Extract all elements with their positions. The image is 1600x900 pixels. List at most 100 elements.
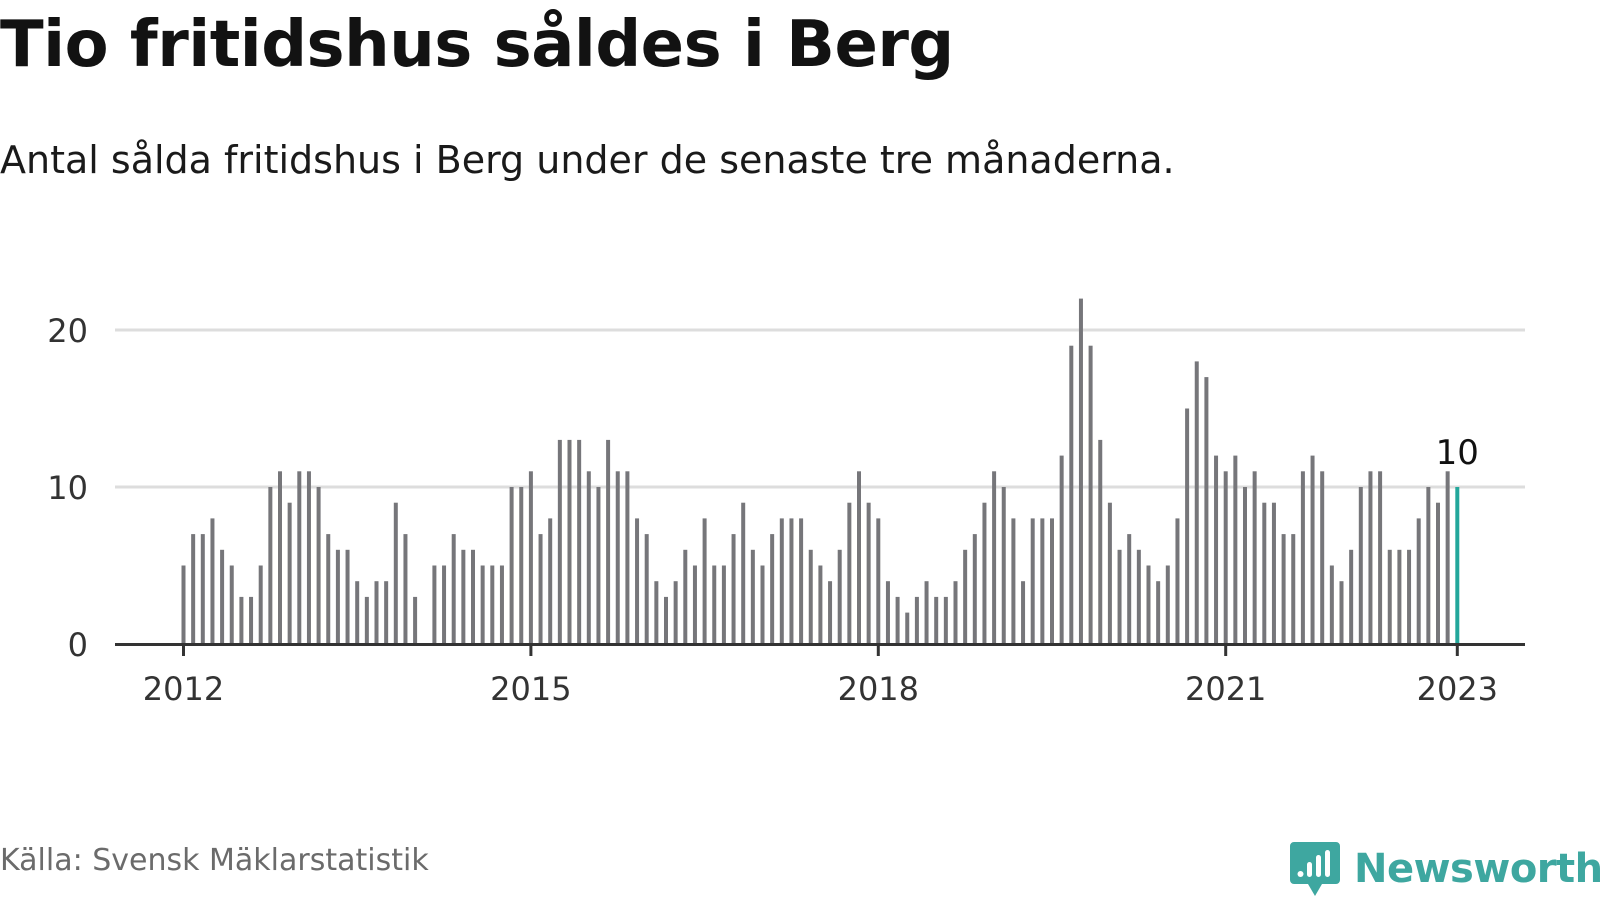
bar [200, 534, 205, 644]
bar [258, 565, 263, 644]
bar [220, 549, 225, 644]
y-tick-label: 0 [68, 626, 88, 664]
bar [1098, 439, 1103, 644]
bar [664, 596, 668, 644]
bar [519, 487, 524, 644]
bar [905, 612, 910, 644]
bar [1175, 518, 1180, 644]
bar [374, 581, 379, 644]
bar [895, 596, 900, 644]
bar [1078, 298, 1083, 644]
bar [789, 518, 794, 644]
bar [1397, 549, 1402, 644]
bar [683, 549, 688, 644]
bar [1233, 455, 1238, 644]
bar [914, 596, 919, 644]
bar [934, 596, 939, 644]
bar [586, 471, 591, 644]
bar [1223, 471, 1228, 644]
bar [1059, 455, 1064, 644]
bar [953, 581, 958, 644]
bar [210, 518, 215, 644]
bar [992, 471, 997, 644]
bar [1136, 549, 1141, 644]
bar [393, 502, 398, 644]
bars [181, 298, 1460, 644]
newsworthy-logo-text: Newsworthy [1354, 846, 1600, 892]
bar [442, 565, 447, 644]
bar [528, 471, 533, 644]
bar [1291, 534, 1296, 644]
bar [384, 581, 389, 644]
bar [297, 471, 302, 644]
bar [615, 471, 620, 644]
bar [982, 502, 987, 644]
bar [191, 534, 196, 644]
x-tick-label: 2023 [1417, 670, 1498, 708]
bar [847, 502, 852, 644]
bar [326, 534, 331, 644]
data-labels: 10 [1436, 433, 1479, 473]
bar [1368, 471, 1373, 644]
bar [499, 565, 504, 644]
bar [548, 518, 553, 644]
bar [1021, 581, 1026, 644]
bar [1040, 518, 1045, 644]
bar [509, 487, 514, 644]
bar [1001, 487, 1006, 644]
bar [403, 534, 408, 644]
bar [721, 565, 726, 644]
bar [557, 439, 562, 644]
bar [345, 549, 350, 644]
highlight-value-label: 10 [1436, 433, 1479, 473]
bar [1262, 502, 1267, 644]
x-tick-label: 2018 [838, 670, 919, 708]
newsworthy-logo: Newsworthy [1290, 842, 1600, 896]
bar [770, 534, 775, 644]
bar [1378, 471, 1383, 644]
bar [1407, 549, 1412, 644]
x-tick-label: 2012 [143, 670, 224, 708]
gridlines [115, 328, 1525, 489]
bar [1165, 565, 1170, 644]
bar [837, 549, 842, 644]
y-axis-ticks: 0 10 20 [47, 312, 88, 664]
bar [1349, 549, 1354, 644]
bar [306, 471, 311, 644]
bar [577, 439, 582, 644]
bar [943, 596, 948, 644]
bar [1436, 502, 1440, 644]
bar [229, 565, 234, 644]
source-note: Källa: Svensk Mäklarstatistik [0, 843, 429, 878]
bar [461, 549, 466, 644]
bar [1146, 565, 1151, 644]
bar [1271, 502, 1276, 644]
bar [1339, 581, 1344, 644]
bar [866, 502, 871, 644]
bar [1387, 549, 1392, 644]
bar [1194, 361, 1199, 644]
bar [268, 487, 273, 644]
bar [731, 534, 736, 644]
bar [1069, 345, 1074, 644]
bar [1329, 565, 1334, 644]
bar [760, 565, 765, 644]
bar [249, 596, 254, 644]
bar [413, 596, 418, 644]
bar [606, 439, 611, 644]
bar [857, 471, 861, 644]
bar [1310, 455, 1315, 644]
y-tick-label: 10 [47, 469, 88, 507]
bar [963, 549, 968, 644]
bar [596, 487, 601, 644]
bar [432, 565, 437, 644]
bar [287, 502, 292, 644]
bar [364, 596, 369, 644]
bar [1185, 408, 1190, 644]
bar [1243, 487, 1247, 644]
bar [1107, 502, 1112, 644]
bar [471, 549, 475, 644]
x-tick-label: 2015 [490, 670, 571, 708]
x-axis-ticks: 2012 2015 2018 2021 2023 [143, 644, 1498, 708]
bar [741, 502, 746, 644]
